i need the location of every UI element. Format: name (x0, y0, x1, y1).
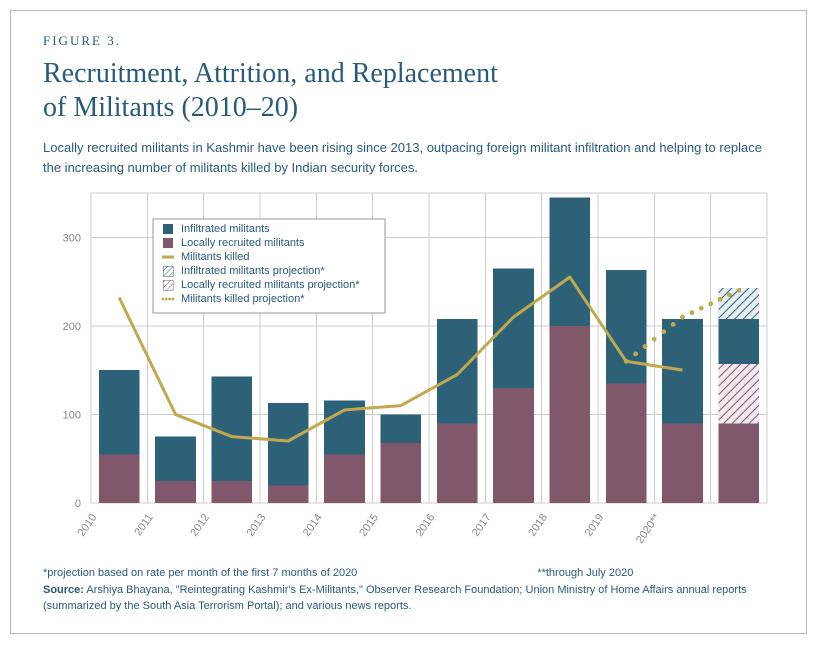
bar-local (324, 454, 365, 503)
line-killed-proj-dot (718, 297, 723, 302)
bar-local (99, 454, 140, 503)
x-axis-label: 2011 (132, 512, 155, 538)
svg-text:300: 300 (63, 232, 81, 244)
line-killed-proj-dot (727, 293, 732, 298)
bar-local (550, 326, 591, 503)
bar-infiltrated (550, 198, 591, 326)
bar-local-proj (719, 364, 760, 423)
footnote-source: Source: Arshiya Bhayana, "Reintegrating … (43, 582, 774, 615)
bar-infiltrated (381, 415, 422, 443)
legend-item-label: Locally recruited militants projection* (181, 279, 360, 291)
bar-infiltrated (212, 377, 253, 482)
bar-infiltrated (99, 370, 140, 454)
figure-container: FIGURE 3. Recruitment, Attrition, and Re… (10, 10, 807, 634)
line-killed-proj-dot (671, 322, 676, 327)
bar-local (493, 388, 534, 503)
x-axis-label: 2017 (470, 512, 494, 539)
line-killed-proj-dot (661, 330, 666, 335)
line-killed-proj-dot (652, 337, 657, 342)
bar-infiltrated (493, 268, 534, 388)
svg-text:100: 100 (63, 410, 81, 422)
footnote-projection: *projection based on rate per month of t… (43, 565, 357, 582)
footnote-through: **through July 2020 (537, 565, 633, 582)
svg-text:200: 200 (63, 321, 81, 333)
source-text: Arshiya Bhayana, "Reintegrating Kashmir'… (43, 584, 747, 613)
line-killed-proj-dot (633, 352, 638, 357)
line-killed-proj-dot (699, 306, 704, 311)
bar-local (268, 485, 309, 503)
bar-local (155, 481, 196, 503)
svg-text:0: 0 (75, 498, 81, 510)
figure-title: Recruitment, Attrition, and Replacement … (43, 57, 774, 124)
bar-local (606, 384, 647, 504)
figure-title-line2: of Militants (2010–20) (43, 92, 298, 123)
chart-svg: 0 100 200 300 Infiltrated militants Locally r… (43, 187, 776, 557)
x-axis-label: 2012 (188, 512, 212, 539)
figure-subtitle: Locally recruited militants in Kashmir h… (43, 138, 774, 177)
legend-item-label: Infiltrated militants projection* (181, 265, 325, 277)
x-axis-label: 2013 (245, 512, 269, 539)
bar-infiltrated (662, 319, 703, 424)
figure-title-line1: Recruitment, Attrition, and Replacement (43, 58, 498, 89)
line-killed-proj-dot (736, 288, 741, 293)
line-killed-proj-dot (689, 310, 694, 315)
x-axis-label: 2014 (301, 512, 325, 539)
x-axis-label: 2010 (76, 512, 100, 539)
legend-item-label: Militants killed projection* (181, 293, 305, 305)
bar-local-proj-base (719, 423, 760, 503)
bar-infiltrated (437, 319, 478, 424)
bar-infiltrated (606, 270, 647, 383)
source-label: Source: (43, 584, 84, 596)
line-killed-proj-dot (680, 315, 685, 320)
x-axis-label: 2020** (634, 511, 663, 546)
line-killed-proj-dot (643, 344, 648, 349)
chart: 0 100 200 300 Infiltrated militants Locally r… (43, 187, 774, 557)
x-axis-label: 2018 (526, 512, 550, 539)
bar-infiltrated (155, 437, 196, 481)
legend-item-label: Infiltrated militants (181, 223, 270, 235)
bar-infiltrated (268, 403, 309, 485)
x-axis-label: 2016 (414, 512, 438, 539)
bar-infiltrated-proj-base (719, 319, 760, 364)
x-axis-label: 2015 (357, 512, 381, 539)
footnotes: *projection based on rate per month of t… (43, 565, 774, 615)
legend-item-label: Locally recruited militants (181, 237, 305, 249)
bar-local (662, 423, 703, 503)
line-killed-proj-dot (708, 302, 713, 307)
x-axis-label: 2019 (583, 512, 607, 539)
legend-item-label: Militants killed (181, 251, 249, 263)
bar-local (381, 443, 422, 503)
bar-local (437, 423, 478, 503)
bar-local (212, 481, 253, 503)
figure-label: FIGURE 3. (43, 33, 774, 49)
